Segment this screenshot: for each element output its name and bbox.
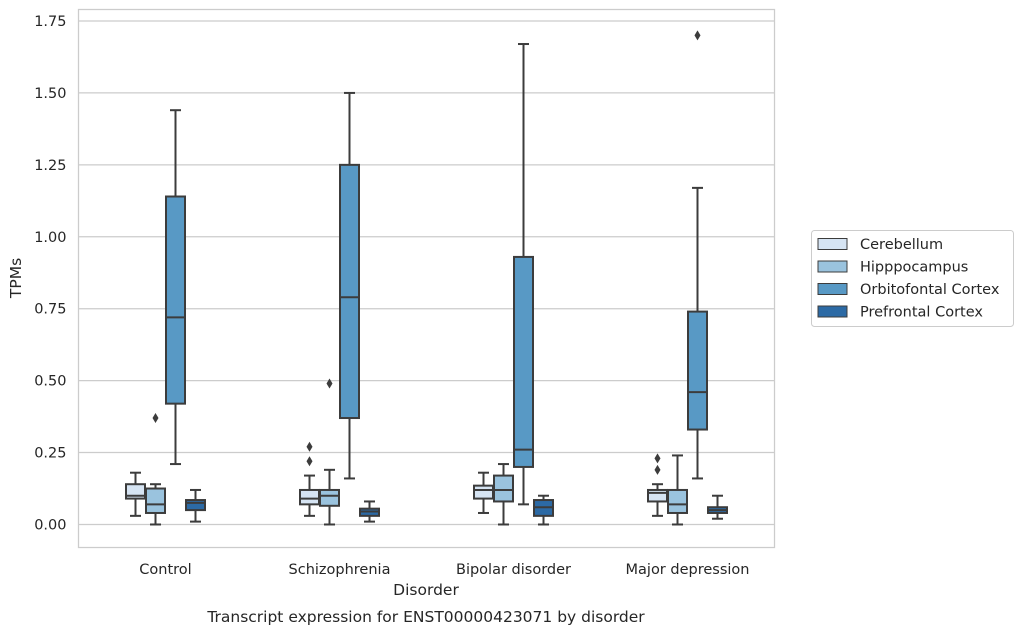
legend-swatch	[817, 238, 848, 250]
y-tick-label: 0.50	[34, 374, 66, 390]
box	[319, 488, 340, 507]
outlier-point	[152, 413, 159, 424]
outlier-point	[654, 464, 661, 475]
box	[185, 499, 206, 512]
x-tick-label: Major depression	[626, 562, 750, 578]
box	[493, 474, 514, 503]
box-group	[165, 109, 186, 466]
box-group	[707, 494, 728, 520]
y-axis-label: TPMs	[7, 258, 25, 299]
outlier-point	[654, 453, 661, 464]
plot-frame	[77, 8, 776, 549]
x-tick-label: Bipolar disorder	[456, 562, 571, 578]
y-tick-label: 0.25	[34, 446, 66, 462]
x-axis-label: Disorder	[393, 581, 459, 599]
x-tick-label: Schizophrenia	[289, 562, 391, 578]
box	[145, 487, 166, 514]
box	[339, 163, 360, 420]
outlier-point	[306, 441, 313, 452]
y-tick-label: 0.75	[34, 302, 66, 318]
box-group	[667, 454, 688, 526]
legend-swatch	[817, 260, 848, 273]
y-tick-label: 1.25	[34, 158, 66, 174]
box-group	[687, 30, 708, 480]
y-tick-label: 1.00	[34, 230, 66, 246]
box	[165, 195, 186, 405]
y-tick-label: 1.75	[34, 14, 66, 30]
outlier-point	[306, 456, 313, 467]
box-group	[513, 43, 534, 506]
y-tick-label: 1.50	[34, 86, 66, 102]
legend-label: Hipppocampus	[860, 260, 968, 276]
box-group	[647, 453, 668, 517]
box-group	[299, 441, 320, 517]
box-group	[145, 413, 166, 526]
x-tick-label: Control	[139, 562, 191, 578]
outlier-point	[694, 30, 701, 41]
box-group	[339, 91, 360, 480]
box-group	[319, 378, 340, 526]
box	[647, 488, 668, 503]
legend-label: Cerebellum	[860, 237, 943, 253]
legend-label: Prefrontal Cortex	[860, 305, 983, 321]
outlier-point	[326, 378, 333, 389]
box	[513, 255, 534, 468]
box	[299, 488, 320, 506]
legend-swatch	[817, 305, 848, 318]
legend-frame	[811, 230, 1014, 327]
box-group	[533, 494, 554, 526]
box-group	[359, 500, 380, 523]
box-group	[125, 471, 146, 517]
box	[667, 488, 688, 514]
legend-label: Orbitofontal Cortex	[860, 282, 1000, 298]
legend-swatch	[817, 283, 848, 295]
box-group	[493, 463, 514, 526]
legend: Cerebellum Hipppocampus Orbitofontal Corte…	[811, 230, 1014, 327]
chart-caption: Transcript expression for ENST0000042307…	[206, 608, 645, 626]
box-group	[185, 488, 206, 523]
box	[687, 310, 708, 431]
box	[473, 484, 494, 500]
y-tick-label: 0.00	[34, 517, 66, 533]
